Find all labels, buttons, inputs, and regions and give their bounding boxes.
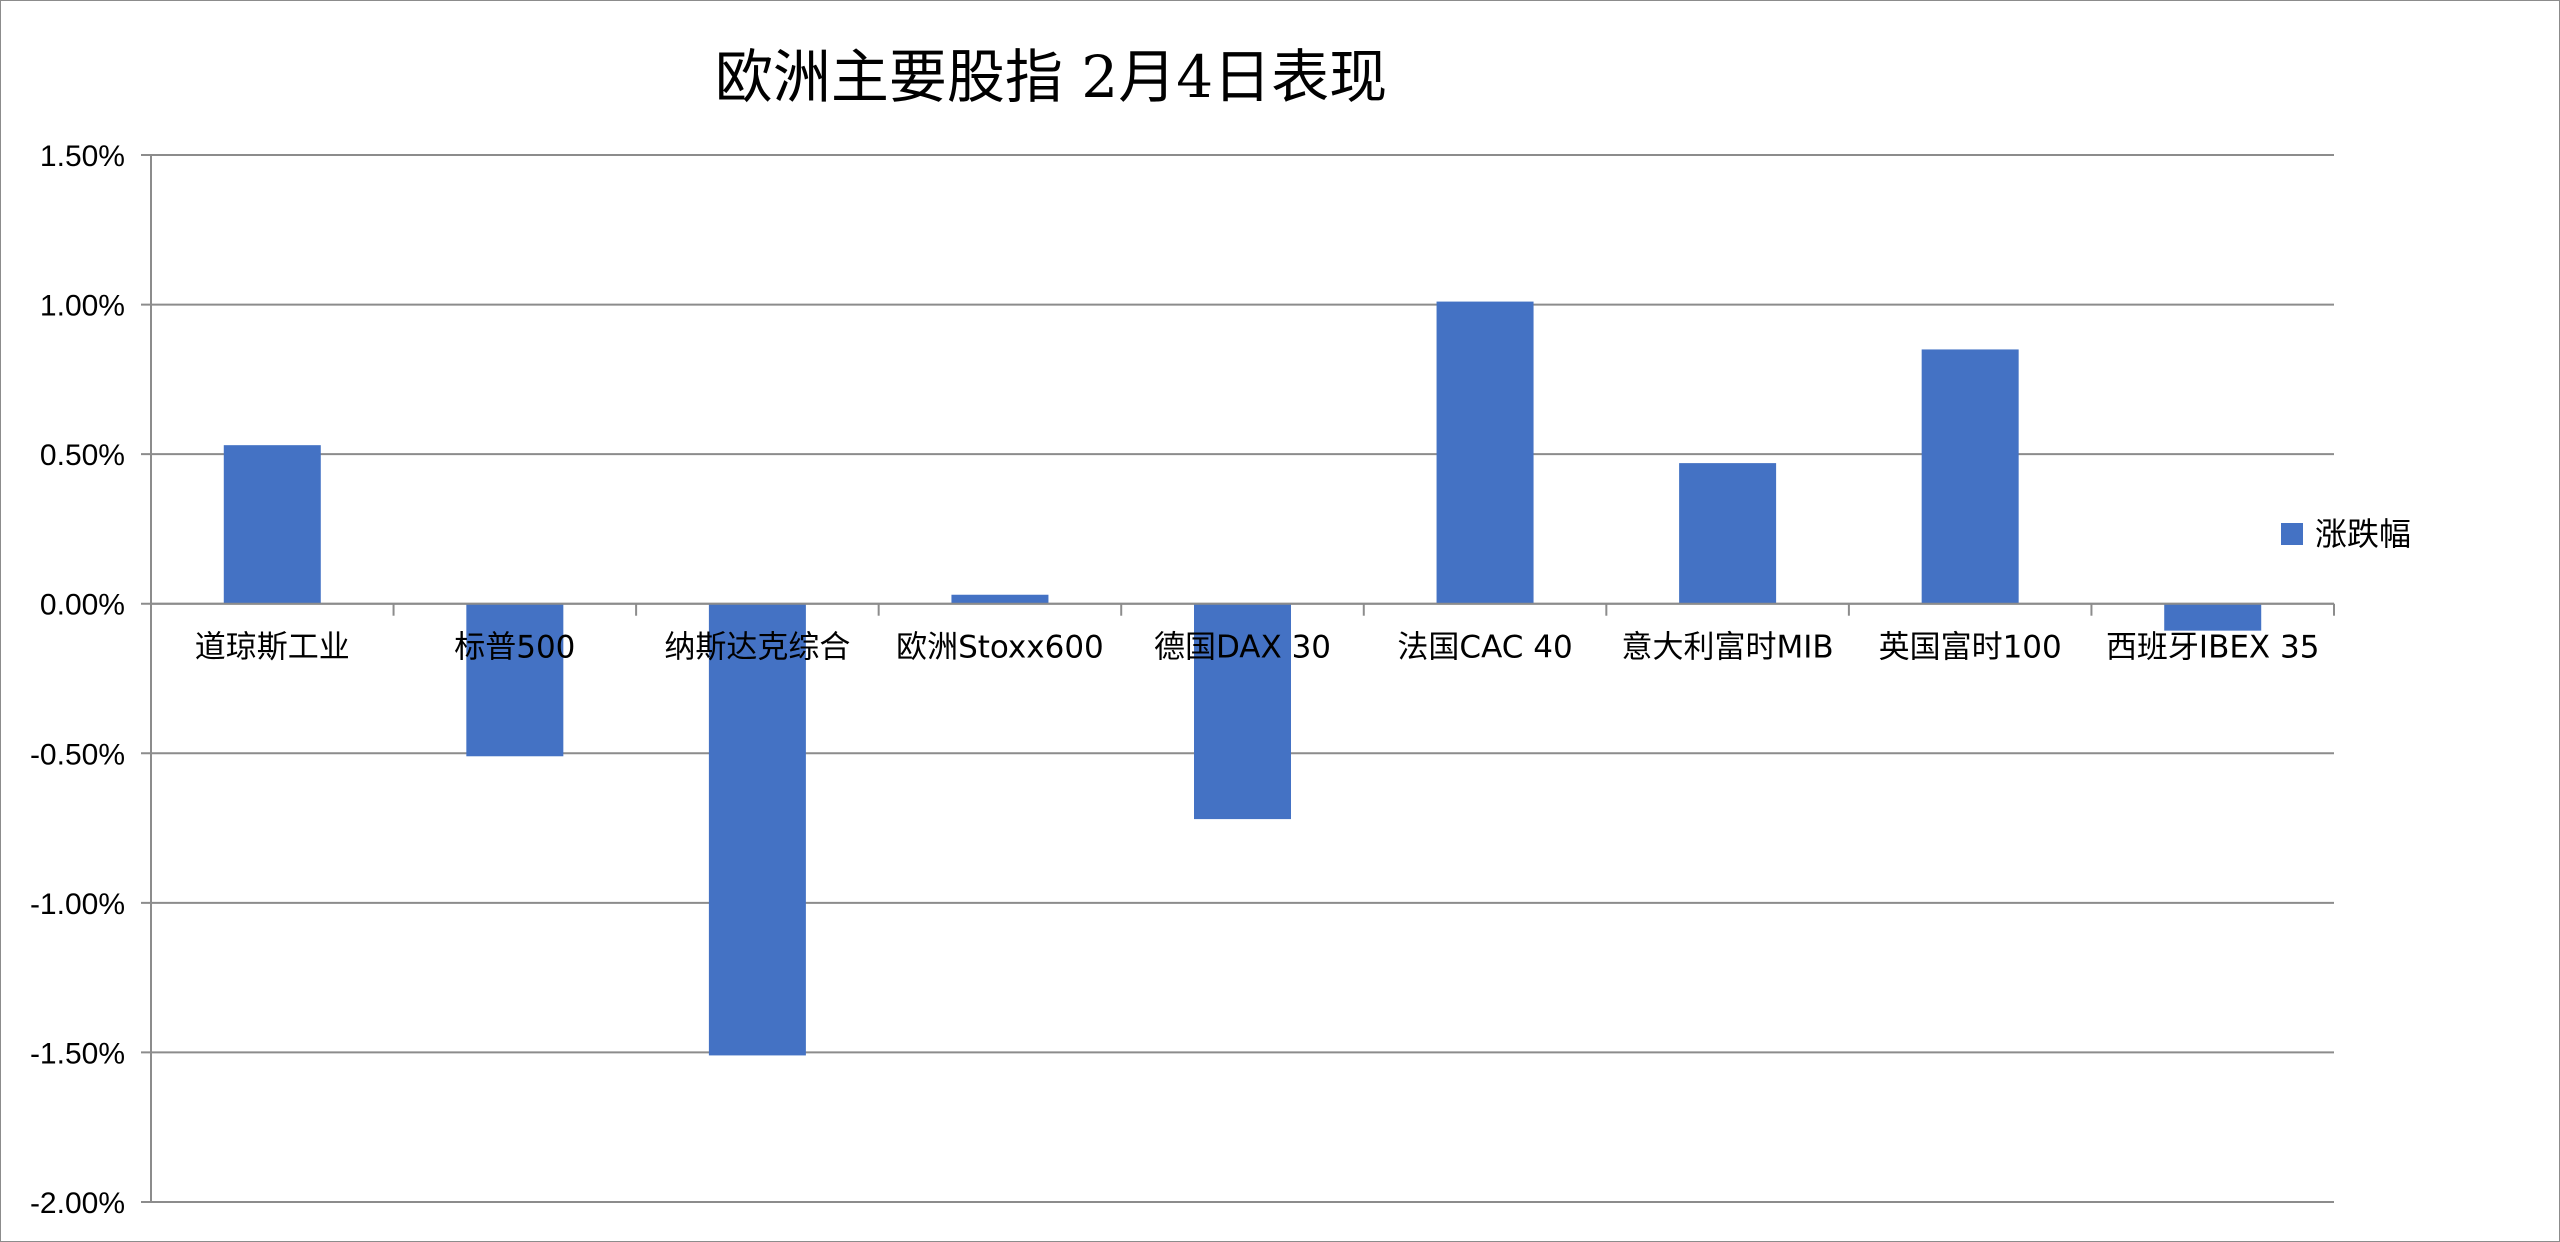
bar: [466, 603, 564, 757]
y-axis-tick-labels: 1.50% 1.00% 0.50% 0.00% -0.50% -1.00% -1.50% -2…: [30, 140, 125, 1220]
category-label: 标普500: [454, 630, 575, 666]
y-tick-label: -0.50%: [30, 738, 125, 771]
bar: [1679, 463, 1777, 604]
category-label: 西班牙IBEX 35: [2106, 630, 2320, 666]
bar: [1194, 603, 1291, 820]
category-label: 欧洲Stoxx600: [896, 630, 1104, 666]
y-tick-label: 1.00%: [40, 290, 125, 323]
y-tick-label: 1.50%: [40, 140, 125, 173]
bar: [1436, 301, 1534, 604]
category-label: 英国富时100: [1879, 630, 2062, 666]
chart-title: 欧洲主要股指 2月4日表现: [715, 43, 1387, 111]
category-label: 纳斯达克综合: [664, 630, 850, 666]
legend-swatch: [2281, 523, 2303, 545]
x-axis-category-labels: 道琼斯工业 标普500 纳斯达克综合 欧洲Stoxx600 德国DAX 30 法国CAC …: [195, 630, 2320, 666]
y-tick-label: -1.00%: [30, 888, 125, 921]
x-axis: [150, 155, 2335, 1202]
bars: [223, 301, 2262, 1056]
bar: [1921, 349, 2019, 604]
legend-label: 涨跌幅: [2315, 515, 2411, 553]
y-tick-label: -2.00%: [30, 1187, 125, 1220]
legend: 涨跌幅: [2281, 515, 2411, 553]
y-tick-label: -1.50%: [30, 1037, 125, 1070]
y-tick-label: 0.50%: [40, 439, 125, 472]
category-label: 法国CAC 40: [1397, 630, 1572, 666]
y-tick-label: 0.00%: [40, 589, 125, 622]
bar: [951, 594, 1049, 604]
category-label: 意大利富时MIB: [1622, 630, 1834, 666]
category-label: 德国DAX 30: [1154, 630, 1331, 666]
bar: [223, 445, 321, 604]
bar: [708, 603, 806, 1056]
category-label: 道琼斯工业: [195, 630, 350, 666]
bar: [2164, 603, 2262, 631]
